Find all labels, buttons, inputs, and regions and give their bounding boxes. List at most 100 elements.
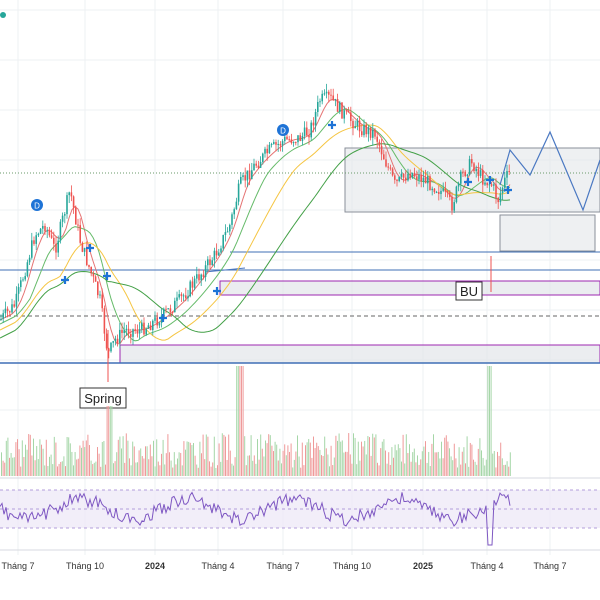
candle-body bbox=[277, 143, 279, 145]
candle-body bbox=[169, 308, 172, 313]
volume-bar bbox=[76, 459, 78, 476]
x-tick-label-6: 2025 bbox=[413, 561, 433, 571]
candle-body bbox=[255, 163, 257, 166]
candle-body bbox=[310, 122, 312, 138]
volume-bar bbox=[52, 464, 54, 476]
candle-body bbox=[4, 308, 7, 314]
volume-bar bbox=[127, 440, 129, 476]
volume-bar bbox=[84, 447, 86, 476]
volume-bar bbox=[196, 464, 198, 476]
candle-body bbox=[105, 333, 108, 349]
candle-body bbox=[264, 148, 266, 154]
candle-body bbox=[94, 276, 97, 282]
candle-body bbox=[328, 91, 330, 95]
volume-bar bbox=[372, 433, 374, 476]
volume-bar bbox=[218, 443, 220, 476]
bu-box bbox=[219, 280, 600, 296]
candle-body bbox=[70, 192, 73, 197]
volume-bar bbox=[305, 445, 306, 476]
volume-bar bbox=[213, 436, 215, 476]
candle-body bbox=[504, 177, 506, 188]
volume-bar bbox=[197, 467, 199, 476]
candle-body bbox=[336, 98, 339, 112]
volume-bar bbox=[509, 452, 511, 476]
candle-body bbox=[341, 102, 343, 119]
volume-bar bbox=[349, 454, 351, 476]
candle-body bbox=[180, 294, 183, 297]
candle-body bbox=[444, 188, 447, 192]
volume-bar bbox=[66, 437, 68, 476]
volume-bar bbox=[178, 452, 180, 476]
volume-bar bbox=[306, 442, 308, 476]
volume-bar bbox=[149, 444, 151, 476]
volume-bar bbox=[373, 437, 375, 476]
candle-body bbox=[468, 159, 471, 175]
volume-bar bbox=[42, 448, 44, 476]
candle-body bbox=[385, 159, 387, 167]
volume-bar bbox=[31, 455, 33, 476]
volume-bar bbox=[380, 448, 382, 476]
candle-body bbox=[442, 188, 444, 191]
volume-bar bbox=[338, 433, 340, 476]
volume-bar bbox=[381, 441, 383, 476]
candle-body bbox=[240, 176, 242, 184]
volume-bar bbox=[2, 460, 4, 476]
volume-bar bbox=[129, 458, 130, 476]
volume-bar bbox=[97, 447, 98, 476]
volume-bar bbox=[89, 445, 90, 476]
volume-bar bbox=[501, 458, 503, 476]
volume-bar bbox=[53, 436, 55, 476]
volume-bar bbox=[28, 434, 30, 476]
volume-bar bbox=[71, 451, 73, 476]
candle-body bbox=[484, 182, 486, 185]
volume-bar bbox=[383, 439, 385, 476]
candle-body bbox=[455, 186, 458, 203]
volume-bar bbox=[361, 441, 362, 476]
volume-bar bbox=[69, 443, 71, 476]
volume-bar bbox=[329, 466, 330, 476]
volume-bar bbox=[303, 465, 305, 476]
candle-body bbox=[451, 196, 453, 211]
candle-body bbox=[189, 281, 191, 297]
rsi-panel bbox=[0, 489, 600, 546]
volume-bar bbox=[330, 445, 332, 476]
volume-bar bbox=[445, 435, 447, 476]
volume-bar bbox=[489, 366, 490, 476]
candle-body bbox=[116, 338, 119, 344]
volume-bar bbox=[79, 445, 81, 476]
volume-bar bbox=[412, 452, 414, 476]
volume-bar bbox=[183, 441, 185, 476]
candle-body bbox=[301, 136, 304, 141]
volume-bar bbox=[87, 434, 89, 476]
candle-body bbox=[9, 311, 11, 313]
candle-body bbox=[499, 193, 502, 203]
d-badge-1: D bbox=[31, 199, 43, 211]
levels bbox=[0, 147, 600, 364]
candle-body bbox=[17, 287, 20, 294]
candle-body bbox=[218, 252, 220, 256]
candle-body bbox=[213, 250, 216, 261]
candle-body bbox=[108, 348, 110, 352]
volume-bar bbox=[261, 448, 263, 476]
volume-bar bbox=[23, 456, 25, 476]
candle-body bbox=[405, 177, 407, 181]
candle-body bbox=[339, 102, 341, 112]
volume-bar bbox=[226, 459, 228, 476]
candle-body bbox=[28, 257, 31, 263]
volume-bar bbox=[63, 456, 65, 476]
candle-body bbox=[66, 195, 68, 215]
volume-bar bbox=[217, 465, 218, 476]
volume-bar bbox=[362, 446, 364, 476]
volume-bar bbox=[109, 406, 111, 476]
volume-bar bbox=[365, 454, 367, 476]
volume-bar bbox=[180, 452, 182, 476]
candle-body bbox=[350, 112, 352, 121]
volume-bar bbox=[233, 465, 234, 476]
candle-body bbox=[121, 329, 123, 333]
candle-body bbox=[46, 230, 48, 232]
candle-body bbox=[11, 304, 13, 313]
candle-body bbox=[97, 281, 99, 296]
volume-bar bbox=[386, 463, 388, 476]
volume-bar bbox=[95, 461, 97, 476]
candle-body bbox=[42, 225, 44, 229]
